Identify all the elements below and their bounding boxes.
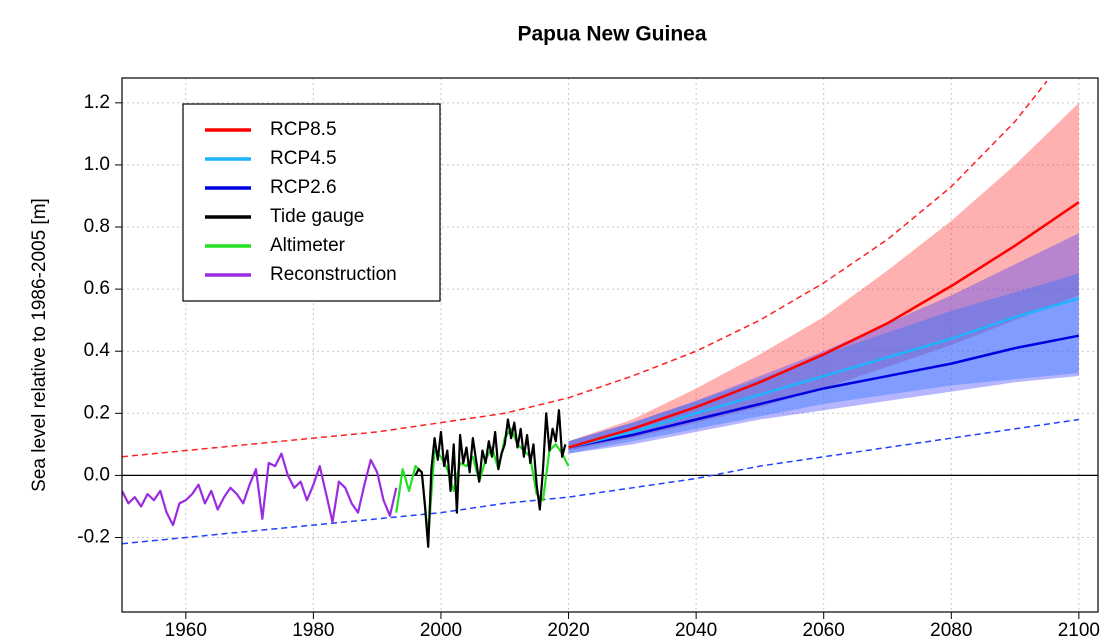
series-line xyxy=(568,201,1080,449)
series-line xyxy=(568,297,1080,449)
legend-label: Altimeter xyxy=(270,235,346,256)
plot-area xyxy=(122,80,1080,548)
dashed-line xyxy=(122,80,1048,458)
y-tick-label: 0.8 xyxy=(84,216,110,237)
chart-title: Papua New Guinea xyxy=(517,23,706,46)
legend-label: RCP2.6 xyxy=(270,177,337,198)
x-tick-label: 2080 xyxy=(930,620,972,638)
x-tick-label: 2040 xyxy=(675,620,717,638)
uncertainty-band xyxy=(568,273,1079,454)
plot-frame xyxy=(121,77,1099,613)
series-line xyxy=(414,409,567,548)
legend: RCP8.5 RCP4.5 RCP2.6 Tide gauge Altimeter Rec… xyxy=(182,103,441,302)
x-tick-label: 1980 xyxy=(292,620,334,638)
grid xyxy=(122,78,1098,612)
legend-label: Tide gauge xyxy=(270,206,364,227)
legend-label: RCP8.5 xyxy=(270,119,337,140)
legend-label: RCP4.5 xyxy=(270,148,337,169)
y-tick-label: 0.4 xyxy=(84,340,111,361)
y-tick-label: 0.0 xyxy=(84,464,110,485)
series-line xyxy=(122,452,398,527)
axes: -0.2 0.0 0.2 0.4 0.6 0.8 1.0 1.2 1960 1980 2000 202… xyxy=(77,92,1100,638)
y-tick-label: 1.0 xyxy=(84,154,110,175)
x-tick-label: 2100 xyxy=(1058,620,1100,638)
legend-box xyxy=(182,103,441,302)
x-tick-label: 1960 xyxy=(165,620,207,638)
series-line xyxy=(568,334,1080,449)
y-tick-label: 0.2 xyxy=(84,402,110,423)
y-axis-label: Sea level relative to 1986-2005 [m] xyxy=(29,198,50,492)
x-tick-label: 2060 xyxy=(803,620,845,638)
x-tick-label: 2000 xyxy=(420,620,462,638)
uncertainty-band xyxy=(568,102,1079,451)
x-tick-label: 2020 xyxy=(547,620,589,638)
legend-label: Reconstruction xyxy=(270,264,397,285)
dashed-line xyxy=(122,418,1079,545)
y-tick-label: 0.6 xyxy=(84,278,110,299)
y-tick-label: 1.2 xyxy=(84,92,110,113)
y-tick-label: -0.2 xyxy=(77,527,110,548)
